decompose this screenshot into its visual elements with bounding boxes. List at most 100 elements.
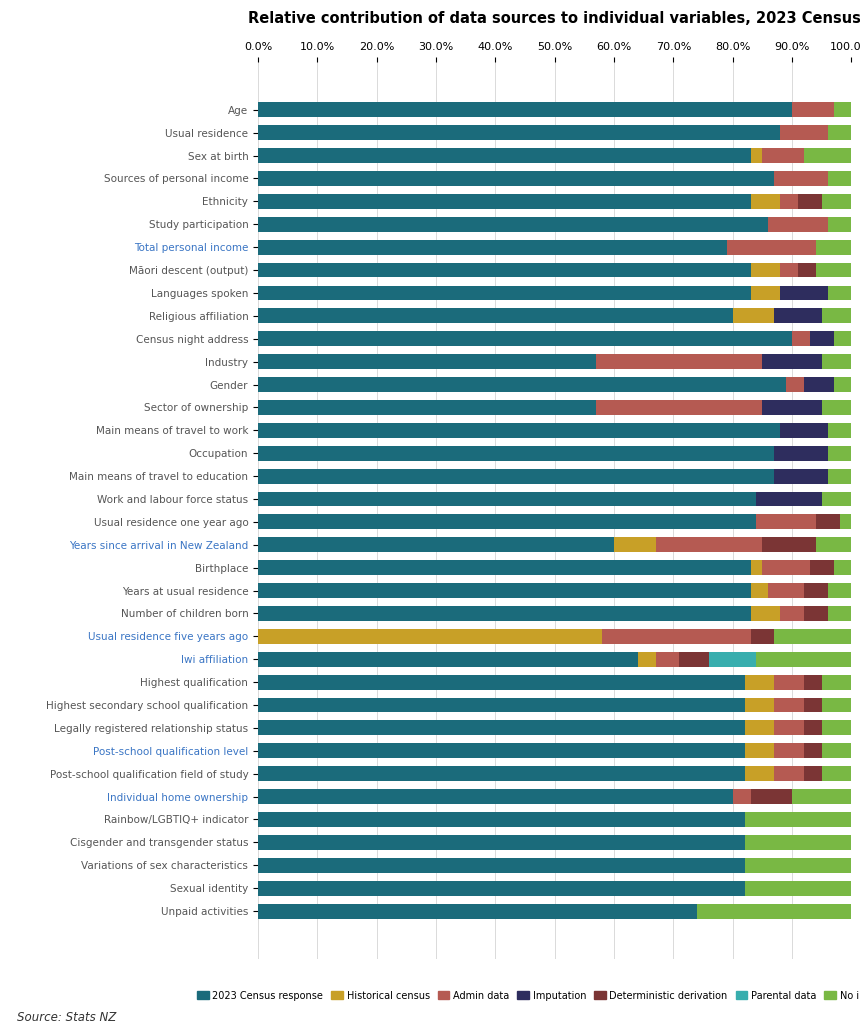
- Bar: [258, 400, 596, 415]
- Bar: [745, 675, 774, 689]
- Bar: [258, 354, 596, 369]
- Bar: [745, 835, 851, 850]
- Bar: [757, 514, 816, 529]
- Bar: [258, 148, 751, 163]
- Bar: [596, 400, 762, 415]
- Bar: [780, 423, 827, 438]
- Bar: [258, 445, 774, 461]
- Bar: [804, 720, 822, 736]
- Bar: [827, 445, 851, 461]
- Bar: [258, 125, 780, 141]
- Bar: [709, 652, 757, 667]
- Bar: [839, 514, 851, 529]
- Bar: [745, 766, 774, 781]
- Bar: [774, 171, 827, 186]
- Bar: [816, 263, 851, 277]
- Bar: [827, 216, 851, 232]
- Bar: [762, 400, 822, 415]
- Bar: [780, 194, 798, 209]
- Bar: [258, 216, 768, 232]
- Bar: [774, 445, 827, 461]
- Bar: [827, 171, 851, 186]
- Bar: [768, 216, 827, 232]
- Bar: [774, 744, 804, 758]
- Bar: [638, 652, 655, 667]
- Bar: [751, 263, 780, 277]
- Bar: [757, 491, 822, 507]
- Bar: [751, 789, 792, 804]
- Bar: [258, 331, 792, 346]
- Bar: [804, 744, 822, 758]
- Bar: [762, 354, 822, 369]
- Bar: [751, 285, 780, 301]
- Bar: [804, 378, 833, 392]
- Bar: [827, 423, 851, 438]
- Bar: [258, 263, 751, 277]
- Bar: [258, 491, 757, 507]
- Bar: [833, 378, 851, 392]
- Bar: [751, 560, 762, 576]
- Bar: [804, 606, 827, 621]
- Bar: [751, 583, 768, 598]
- Bar: [614, 538, 655, 552]
- Bar: [804, 583, 827, 598]
- Bar: [679, 652, 709, 667]
- Bar: [798, 194, 822, 209]
- Bar: [258, 194, 751, 209]
- Bar: [258, 285, 751, 301]
- Bar: [792, 331, 810, 346]
- Bar: [827, 606, 851, 621]
- Bar: [745, 698, 774, 712]
- Bar: [258, 103, 792, 117]
- Bar: [258, 789, 733, 804]
- Bar: [762, 148, 804, 163]
- Bar: [258, 675, 745, 689]
- Bar: [258, 880, 745, 896]
- Bar: [258, 423, 780, 438]
- Bar: [774, 675, 804, 689]
- Bar: [258, 835, 745, 850]
- Bar: [822, 491, 851, 507]
- Bar: [258, 469, 774, 483]
- Bar: [804, 698, 822, 712]
- Bar: [827, 125, 851, 141]
- Bar: [258, 309, 733, 323]
- Bar: [751, 629, 774, 643]
- Bar: [258, 744, 745, 758]
- Bar: [602, 629, 751, 643]
- Bar: [833, 103, 851, 117]
- Bar: [774, 469, 827, 483]
- Bar: [780, 263, 798, 277]
- Bar: [827, 285, 851, 301]
- Bar: [258, 171, 774, 186]
- Bar: [697, 904, 851, 918]
- Bar: [258, 652, 638, 667]
- Bar: [822, 400, 851, 415]
- Bar: [258, 560, 751, 576]
- Bar: [833, 560, 851, 576]
- Bar: [786, 378, 804, 392]
- Legend: 2023 Census response, Historical census, Admin data, Imputation, Deterministic d: 2023 Census response, Historical census,…: [193, 987, 860, 1004]
- Bar: [258, 904, 697, 918]
- Bar: [258, 698, 745, 712]
- Bar: [780, 285, 827, 301]
- Bar: [751, 194, 780, 209]
- Bar: [727, 240, 816, 254]
- Bar: [745, 720, 774, 736]
- Bar: [745, 858, 851, 873]
- Text: Source: Stats NZ: Source: Stats NZ: [17, 1011, 116, 1024]
- Bar: [258, 606, 751, 621]
- Bar: [822, 354, 851, 369]
- Bar: [258, 240, 727, 254]
- Bar: [774, 629, 851, 643]
- Bar: [822, 744, 851, 758]
- Bar: [804, 148, 851, 163]
- Bar: [822, 309, 851, 323]
- Bar: [822, 194, 851, 209]
- Bar: [816, 538, 851, 552]
- Bar: [745, 744, 774, 758]
- Bar: [258, 858, 745, 873]
- Bar: [751, 606, 780, 621]
- Bar: [258, 812, 745, 827]
- Bar: [757, 652, 851, 667]
